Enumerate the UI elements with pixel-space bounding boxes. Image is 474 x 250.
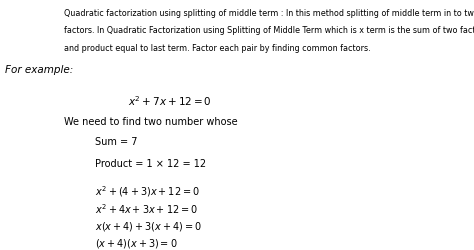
Text: $x^2+4x+3x+12=0$: $x^2+4x+3x+12=0$ <box>95 201 198 215</box>
Text: $(x+4)(x+3)=0$: $(x+4)(x+3)=0$ <box>95 236 177 249</box>
Text: Sum = 7: Sum = 7 <box>95 136 137 146</box>
Text: and product equal to last term. Factor each pair by finding common factors.: and product equal to last term. Factor e… <box>64 44 371 53</box>
Text: We need to find two number whose: We need to find two number whose <box>64 116 237 126</box>
Text: Product = 1 × 12 = 12: Product = 1 × 12 = 12 <box>95 159 206 169</box>
Text: $x^2+7x+12=0$: $x^2+7x+12=0$ <box>128 94 212 108</box>
Text: $x^2+(4+3)x+12=0$: $x^2+(4+3)x+12=0$ <box>95 184 200 198</box>
Text: $x(x+4)+3(x+4)=0$: $x(x+4)+3(x+4)=0$ <box>95 219 201 232</box>
Text: For example:: For example: <box>5 65 73 75</box>
Text: factors. In Quadratic Factorization using Splitting of Middle Term which is x te: factors. In Quadratic Factorization usin… <box>64 26 474 35</box>
Text: Quadratic factorization using splitting of middle term : In this method splittin: Quadratic factorization using splitting … <box>64 9 474 18</box>
